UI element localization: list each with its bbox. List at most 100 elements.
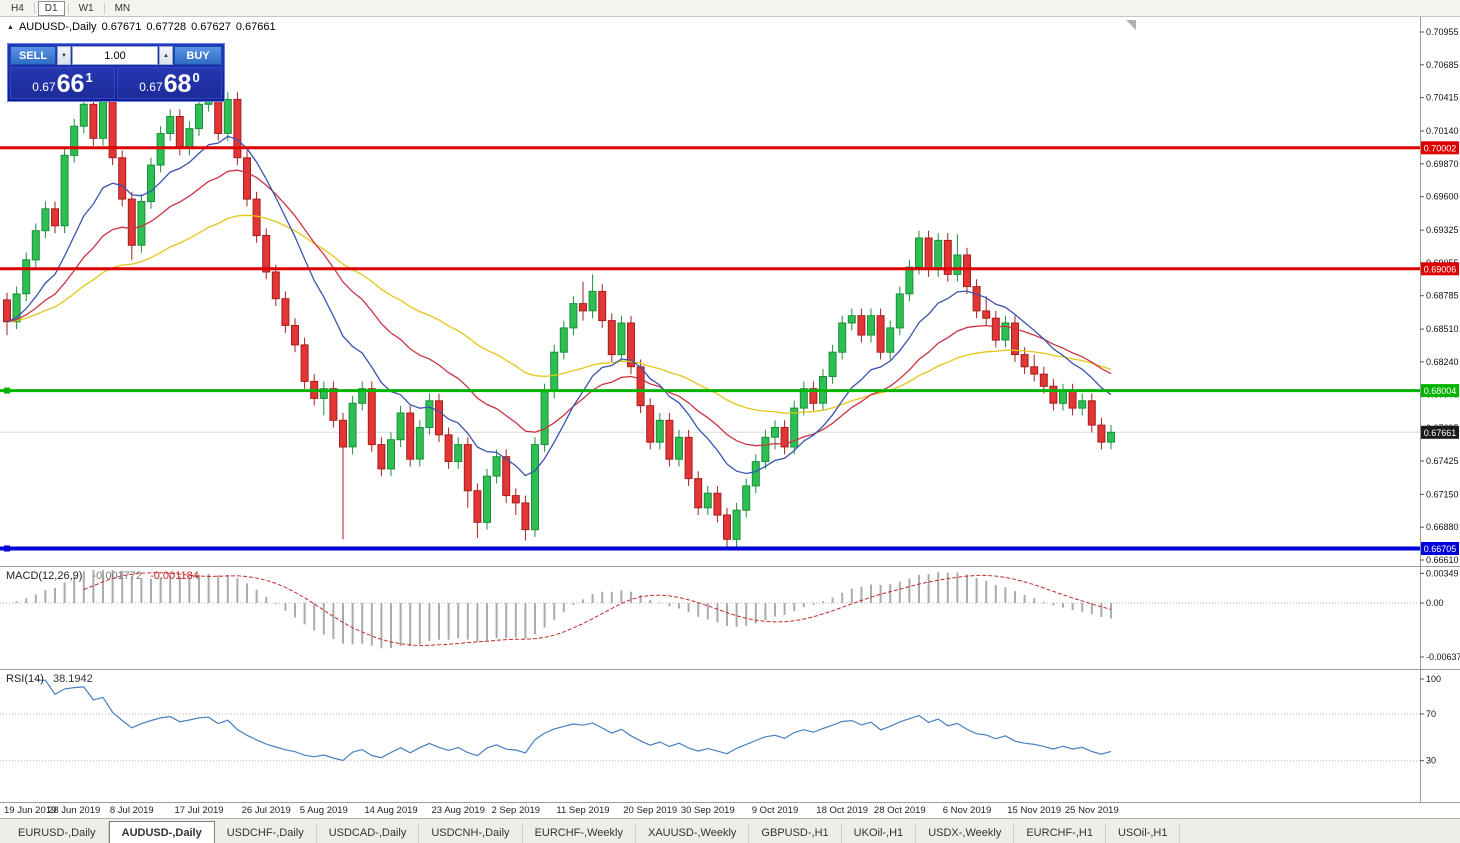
price-scale-label: 0.70140	[1426, 126, 1459, 136]
price-label-box	[1421, 425, 1459, 439]
candle-body	[358, 388, 367, 404]
price-scale-label: 0.69600	[1426, 192, 1459, 202]
bottom-tab-usdcad-daily[interactable]: USDCAD-,Daily	[317, 823, 420, 843]
candle-body	[473, 490, 482, 523]
candle-body	[502, 456, 511, 497]
candle-body	[483, 475, 491, 523]
candle-body	[550, 351, 559, 392]
candle-body	[511, 495, 520, 504]
candle-body	[972, 286, 981, 312]
candle-body	[195, 103, 203, 130]
candle-body	[300, 344, 309, 382]
sell-price-prefix: 0.67	[32, 80, 56, 94]
candle-body	[147, 164, 155, 203]
date-axis-label: 11 Sep 2019	[556, 805, 610, 816]
chart-shift-marker[interactable]	[1126, 20, 1136, 30]
candle-body	[963, 254, 971, 288]
bottom-tab-usdchf-daily[interactable]: USDCHF-,Daily	[215, 823, 317, 843]
timeframe-button-mn[interactable]: MN	[108, 1, 138, 16]
macd-indicator-panel[interactable]: 0.00349 0.00 -0.00637 MACD(12,26,9) -0.001…	[0, 566, 1460, 670]
price-label-text: 0.67661	[1424, 428, 1457, 438]
date-axis[interactable]: 19 Jun 2019 28 Jun 2019 8 Jul 2019 17 Jul 2…	[0, 802, 1460, 818]
volume-input[interactable]	[72, 46, 158, 65]
macd-main-value: -0.001772	[92, 570, 143, 582]
macd-signal-value: -0.001184	[150, 570, 199, 582]
volume-increase-button[interactable]: ▲	[159, 46, 173, 65]
sell-button[interactable]: SELL	[10, 46, 56, 65]
price-label-text: 0.66705	[1424, 544, 1457, 554]
price-scale-label: 0.69870	[1426, 159, 1459, 169]
candle-body	[406, 412, 415, 460]
bottom-tab-usoil-h1[interactable]: USOil-,H1	[1106, 823, 1181, 843]
bottom-tab-audusd-daily[interactable]: AUDUSD-,Daily	[108, 821, 215, 843]
candle-body	[771, 427, 779, 438]
candle-body	[60, 154, 69, 227]
chart-tab-bar: EURUSD-,Daily AUDUSD-,Daily USDCHF-,Daily U…	[0, 818, 1460, 843]
sell-price-display[interactable]: 0.67 66 1	[10, 67, 115, 99]
volume-decrease-button[interactable]: ▼	[57, 46, 71, 65]
trade-controls-row: SELL ▼ ▲ BUY	[10, 46, 222, 65]
candle-body	[559, 327, 568, 353]
price-label-text: 0.68004	[1424, 386, 1457, 396]
macd-canvas: 0.00349 0.00 -0.00637	[0, 567, 1460, 670]
candle-body	[425, 400, 434, 428]
buy-button[interactable]: BUY	[174, 46, 222, 65]
candle-body	[214, 96, 223, 134]
price-label-box	[1421, 542, 1459, 555]
moving-average-line-12	[6, 135, 1112, 477]
candle-body	[1011, 322, 1019, 356]
timeframe-button-h4[interactable]: H4	[4, 1, 31, 16]
candle-body	[751, 461, 760, 487]
candle-body	[607, 320, 616, 356]
bottom-tab-xauusd-weekly[interactable]: XAUUSD-,Weekly	[636, 823, 750, 843]
date-axis-label: 19 Jun 2019	[4, 805, 57, 816]
date-axis-label: 23 Aug 2019	[431, 805, 485, 816]
rsi-scale-label: 70	[1426, 709, 1436, 719]
candle-body	[809, 388, 818, 404]
bottom-tab-gbpusd-h1[interactable]: GBPUSD-,H1	[749, 823, 842, 843]
date-axis-label: 30 Sep 2019	[680, 805, 735, 816]
ohlc-high: 0.67728	[146, 21, 187, 33]
bottom-tab-eurchf-h1[interactable]: EURCHF-,H1	[1014, 823, 1106, 843]
price-scale-label: 0.66880	[1426, 522, 1459, 532]
main-chart-panel[interactable]: 0.70955 0.70685 0.70415 0.70140 0.69870 0.696…	[0, 17, 1460, 566]
price-scale-label: 0.68240	[1426, 357, 1459, 367]
rsi-indicator-panel[interactable]: 100 70 30 RSI(14) 38.1942	[0, 669, 1460, 803]
candle-body	[1087, 400, 1096, 426]
moving-average-line-24	[6, 169, 1112, 447]
candle-body	[463, 444, 472, 492]
candle-body	[1097, 424, 1106, 443]
bottom-tab-ukoil-h1[interactable]: UKOil-,H1	[842, 823, 917, 843]
candle-body	[742, 485, 751, 511]
sell-price-pipette: 1	[85, 70, 93, 85]
bottom-tab-eurusd-daily[interactable]: EURUSD-,Daily	[6, 823, 109, 843]
candle-body	[646, 405, 655, 443]
candle-body	[723, 514, 731, 540]
candle-body	[540, 390, 549, 446]
candle-body	[684, 436, 693, 480]
price-scale-label: 0.69325	[1426, 225, 1459, 235]
line-drag-handle[interactable]	[4, 387, 10, 394]
candle-body	[761, 436, 770, 463]
price-scale-label: 0.67150	[1426, 489, 1459, 499]
bottom-tab-usdcnh-daily[interactable]: USDCNH-,Daily	[419, 823, 523, 843]
candle-body	[319, 388, 328, 399]
buy-price-display[interactable]: 0.67 68 0	[117, 67, 222, 99]
price-chart-canvas[interactable]: 0.70955 0.70685 0.70415 0.70140 0.69870 0.696…	[0, 17, 1460, 566]
date-axis-label: 2 Sep 2019	[491, 805, 541, 816]
line-drag-handle[interactable]	[4, 545, 10, 552]
candle-body	[934, 239, 943, 271]
timeframe-toolbar: H4 D1 W1 MN	[0, 0, 1460, 17]
rsi-value: 38.1942	[52, 673, 93, 685]
candle-body	[262, 235, 271, 273]
bottom-tab-usdx-weekly[interactable]: USDX-,Weekly	[916, 823, 1015, 843]
candle-body	[233, 98, 242, 159]
price-scale-label: 0.68510	[1426, 324, 1459, 334]
candle-body	[569, 303, 578, 329]
candle-body	[435, 400, 443, 436]
timeframe-button-w1[interactable]: W1	[72, 1, 101, 16]
bottom-tab-eurchf-weekly[interactable]: EURCHF-,Weekly	[523, 823, 636, 843]
timeframe-button-d1[interactable]: D1	[37, 0, 65, 16]
date-axis-label: 25 Nov 2019	[1064, 805, 1119, 816]
trade-prices-row: 0.67 66 1 0.67 68 0	[10, 67, 222, 99]
